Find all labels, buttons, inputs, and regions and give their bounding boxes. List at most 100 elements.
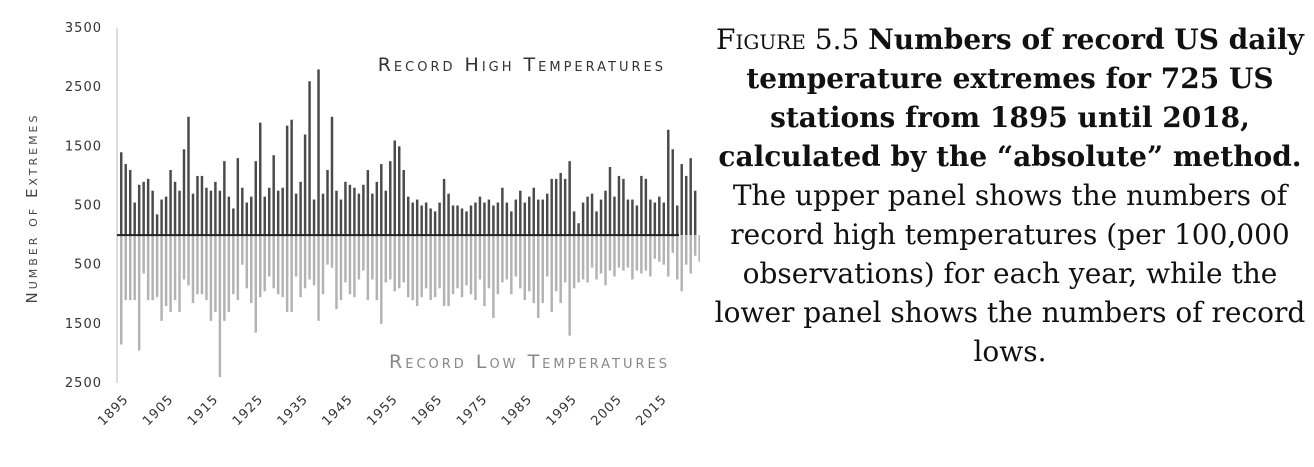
y-tick-label: 500 bbox=[74, 199, 102, 214]
bar-record-high bbox=[218, 190, 222, 236]
bar-record-low bbox=[483, 235, 486, 307]
bar-record-low bbox=[465, 235, 468, 286]
bar-record-low bbox=[173, 235, 177, 301]
bar-record-low bbox=[178, 235, 181, 312]
bar-record-high bbox=[541, 199, 544, 236]
x-tick-label: 1945 bbox=[319, 392, 356, 429]
bar-record-high bbox=[133, 202, 136, 236]
bar-record-low bbox=[402, 235, 405, 283]
bar-record-high bbox=[299, 181, 302, 236]
bar-record-high bbox=[469, 205, 473, 236]
bar-record-low bbox=[259, 235, 262, 298]
bar-record-low bbox=[406, 235, 410, 298]
bar-record-high bbox=[164, 196, 168, 236]
bar-record-high bbox=[505, 202, 509, 236]
bar-record-low bbox=[384, 235, 388, 283]
bar-record-high bbox=[326, 170, 329, 236]
bar-record-high bbox=[384, 190, 388, 236]
bar-record-high bbox=[209, 190, 213, 236]
bar-record-low bbox=[415, 235, 419, 307]
bar-record-low bbox=[344, 235, 347, 283]
bar-record-low bbox=[505, 235, 509, 280]
x-tick-label: 2015 bbox=[633, 392, 670, 429]
bar-record-low bbox=[250, 235, 253, 304]
bar-record-low bbox=[429, 235, 432, 301]
bar-record-low bbox=[339, 235, 343, 301]
x-tick-label: 1955 bbox=[364, 392, 401, 429]
x-tick-label: 1895 bbox=[95, 392, 132, 429]
bar-record-low bbox=[182, 235, 186, 280]
bar-record-low bbox=[537, 235, 540, 318]
bar-record-low bbox=[263, 235, 266, 292]
bar-record-low bbox=[398, 235, 401, 289]
bar-record-low bbox=[649, 235, 652, 277]
bar-record-high bbox=[514, 199, 518, 236]
bar-record-high bbox=[460, 208, 464, 236]
bar-record-high bbox=[348, 184, 352, 236]
bar-record-low bbox=[299, 235, 302, 298]
bar-record-high bbox=[649, 199, 652, 236]
bar-record-low bbox=[362, 235, 365, 271]
bars bbox=[120, 69, 700, 378]
bar-record-high bbox=[478, 196, 482, 236]
bar-record-low bbox=[545, 235, 549, 277]
bar-record-low bbox=[451, 235, 455, 295]
bar-record-high bbox=[684, 175, 688, 236]
bar-record-high bbox=[474, 202, 477, 236]
bar-record-high bbox=[236, 158, 240, 236]
bar-record-high bbox=[590, 193, 594, 236]
caption-body: The upper panel shows the numbers of rec… bbox=[714, 179, 1306, 368]
bar-record-low bbox=[191, 235, 195, 304]
bar-record-high bbox=[214, 181, 217, 236]
bar-record-high bbox=[191, 193, 195, 236]
bar-record-high bbox=[559, 172, 562, 236]
bar-record-high bbox=[626, 199, 630, 236]
bar-record-low bbox=[209, 235, 213, 321]
x-tick-label: 1985 bbox=[499, 392, 536, 429]
bar-record-high bbox=[263, 196, 266, 236]
bar-record-low bbox=[276, 235, 280, 295]
bar-record-high bbox=[595, 211, 598, 236]
x-tick-label: 1935 bbox=[275, 392, 312, 429]
bar-record-high bbox=[568, 161, 571, 236]
bar-record-high bbox=[456, 205, 459, 236]
bar-record-low bbox=[424, 235, 428, 289]
y-axis-label: Number of Extremes bbox=[23, 113, 41, 304]
bar-record-low bbox=[335, 235, 338, 310]
bar-record-low bbox=[120, 235, 123, 345]
y-tick-label: 2500 bbox=[65, 80, 102, 95]
bar-record-high bbox=[393, 140, 396, 236]
bar-record-low bbox=[146, 235, 150, 301]
y-tick-label: 1500 bbox=[65, 317, 102, 332]
bar-record-high bbox=[689, 158, 692, 236]
bar-record-high bbox=[554, 178, 558, 236]
bar-record-high bbox=[631, 199, 634, 236]
bar-record-high bbox=[317, 69, 320, 236]
x-tick-label: 1975 bbox=[454, 392, 491, 429]
bar-record-low bbox=[631, 235, 634, 280]
bar-record-high bbox=[640, 175, 643, 236]
x-tick-labels: 1895 1905 1915 1925 1935 1945 1955 1965 1975 1985… bbox=[95, 392, 670, 429]
bar-record-high bbox=[120, 152, 123, 236]
bar-record-low bbox=[133, 235, 136, 301]
bar-record-high bbox=[223, 161, 226, 236]
bar-record-high bbox=[155, 214, 159, 236]
bar-record-low bbox=[294, 235, 298, 277]
bar-record-high bbox=[124, 164, 127, 236]
y-tick-label: 1500 bbox=[65, 139, 102, 154]
bar-record-low bbox=[272, 235, 275, 289]
bar-record-high bbox=[169, 170, 172, 236]
bar-record-high bbox=[671, 149, 674, 236]
bar-record-high bbox=[496, 202, 500, 236]
bar-record-high bbox=[173, 181, 177, 236]
bar-record-low bbox=[241, 235, 244, 265]
bar-record-high bbox=[465, 211, 468, 236]
bar-record-low bbox=[312, 235, 316, 286]
bar-record-low bbox=[590, 235, 594, 268]
bar-record-high bbox=[205, 187, 208, 236]
bar-record-high bbox=[572, 211, 576, 236]
bar-record-low bbox=[389, 235, 392, 280]
bar-record-high bbox=[321, 193, 325, 236]
bar-record-high bbox=[662, 202, 666, 236]
bar-record-high bbox=[250, 196, 253, 236]
